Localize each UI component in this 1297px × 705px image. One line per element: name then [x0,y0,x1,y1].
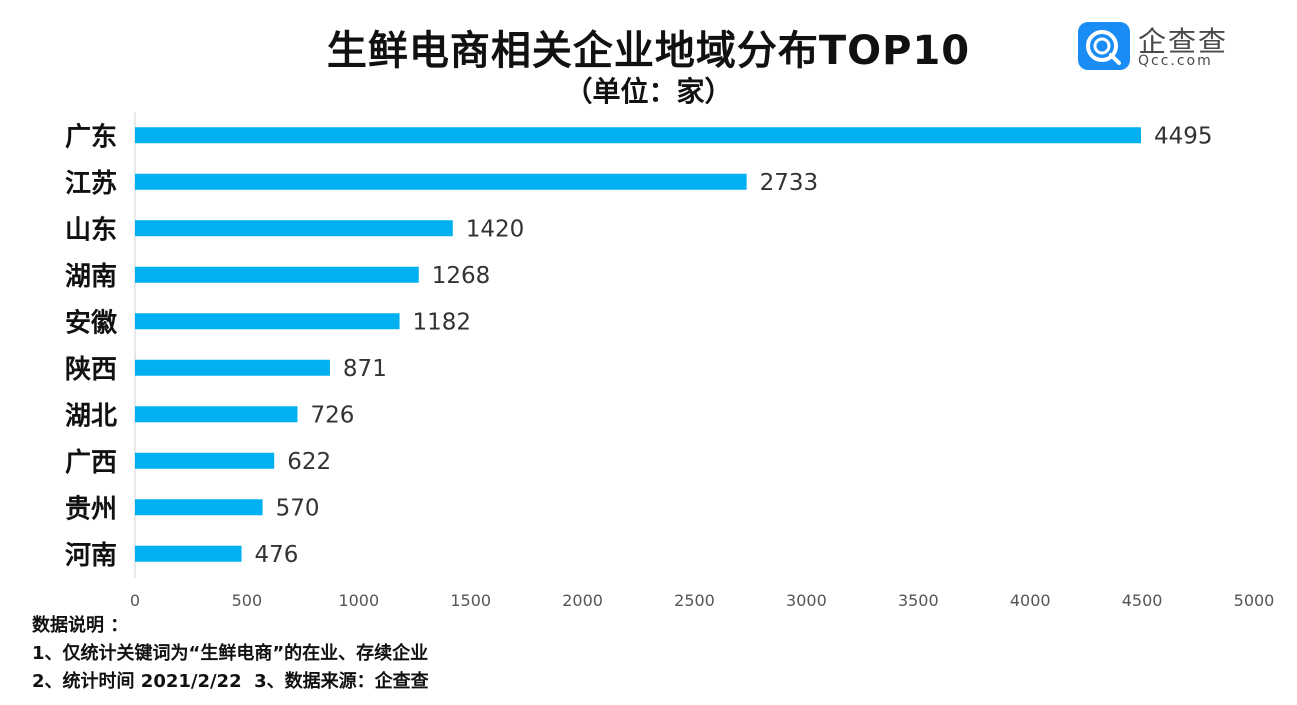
x-tick-label: 2500 [674,591,715,610]
data-label: 2733 [760,170,819,196]
data-label: 1420 [466,216,525,242]
category-label: 安徽 [65,308,118,338]
bar [135,266,419,283]
x-tick-label: 5000 [1234,591,1275,610]
category-label: 广西 [65,448,117,478]
x-tick-label: 4000 [1010,591,1051,610]
data-notes: 数据说明 ： 1、仅统计关键词为“生鲜电商”的在业、存续企业 2、统计时间 20… [32,612,429,696]
data-label: 1268 [432,263,491,289]
bar [135,499,263,516]
category-label: 江苏 [65,169,117,199]
bar-chart: 广东 4495 江苏 2733 山东 1420 湖南 1268 安徽 1182 陕西 871 湖北 726… [65,112,1275,610]
x-tick-label: 2000 [562,591,603,610]
notes-line-2: 2、统计时间 2021/2/22 3、数据来源：企查查 [32,671,429,692]
x-tick-label: 0 [130,591,140,610]
x-tick-label: 1500 [450,591,491,610]
logo-text-cn: 企查查 [1138,25,1229,58]
category-label: 广东 [65,121,117,152]
bar [135,359,330,376]
bar [135,127,1141,144]
category-label: 贵州 [65,494,117,524]
x-tick-label: 3000 [786,591,827,610]
category-label: 陕西 [65,355,117,385]
data-label: 1182 [413,309,472,335]
notes-heading: 数据说明 ： [32,615,129,636]
bar [135,173,747,190]
data-label: 871 [343,356,387,382]
data-label: 4495 [1154,123,1213,149]
x-tick-label: 1000 [338,591,379,610]
category-label: 湖北 [65,401,117,431]
bar [135,313,400,330]
data-label: 622 [287,449,331,475]
qcc-logo: 企查查 Qcc.com [1078,22,1238,74]
data-label: 570 [276,495,320,521]
notes-line-1: 1、仅统计关键词为“生鲜电商”的在业、存续企业 [32,643,429,664]
qcc-logo-icon [1078,22,1130,70]
category-label: 河南 [65,541,117,571]
logo-text-en: Qcc.com [1138,53,1213,69]
chart-subtitle: （单位：家） [564,75,733,108]
category-label: 山东 [65,214,117,245]
x-tick-label: 4500 [1122,591,1163,610]
x-tick-label: 3500 [898,591,939,610]
bar [135,406,298,423]
bar [135,452,275,469]
bar [135,545,242,562]
data-label: 476 [255,542,299,568]
chart-title: 生鲜电商相关企业地域分布TOP10 [326,28,971,74]
bar [135,220,453,237]
category-label: 湖南 [65,262,117,292]
x-tick-label: 500 [232,591,263,610]
data-label: 726 [310,402,354,428]
